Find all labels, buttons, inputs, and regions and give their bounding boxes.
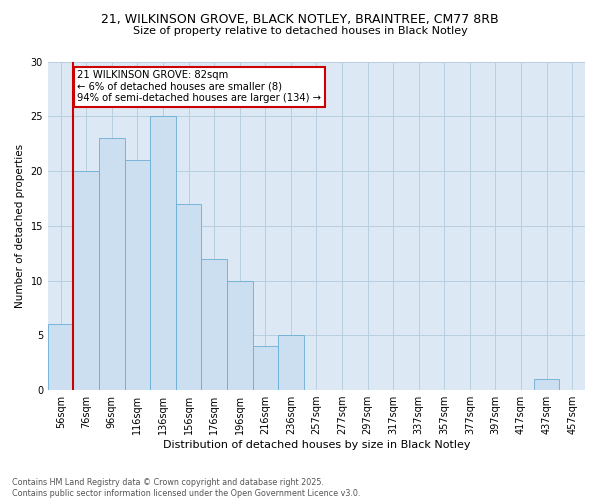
Text: 21 WILKINSON GROVE: 82sqm
← 6% of detached houses are smaller (8)
94% of semi-de: 21 WILKINSON GROVE: 82sqm ← 6% of detach… xyxy=(77,70,322,104)
Bar xyxy=(202,258,227,390)
Bar xyxy=(253,346,278,390)
Bar xyxy=(534,379,559,390)
Bar xyxy=(150,116,176,390)
Bar xyxy=(176,204,202,390)
Text: Size of property relative to detached houses in Black Notley: Size of property relative to detached ho… xyxy=(133,26,467,36)
Bar xyxy=(227,280,253,390)
X-axis label: Distribution of detached houses by size in Black Notley: Distribution of detached houses by size … xyxy=(163,440,470,450)
Bar xyxy=(73,171,99,390)
Bar xyxy=(125,160,150,390)
Text: Contains HM Land Registry data © Crown copyright and database right 2025.
Contai: Contains HM Land Registry data © Crown c… xyxy=(12,478,361,498)
Text: 21, WILKINSON GROVE, BLACK NOTLEY, BRAINTREE, CM77 8RB: 21, WILKINSON GROVE, BLACK NOTLEY, BRAIN… xyxy=(101,12,499,26)
Bar xyxy=(278,336,304,390)
Y-axis label: Number of detached properties: Number of detached properties xyxy=(15,144,25,308)
Bar xyxy=(99,138,125,390)
Bar xyxy=(48,324,73,390)
